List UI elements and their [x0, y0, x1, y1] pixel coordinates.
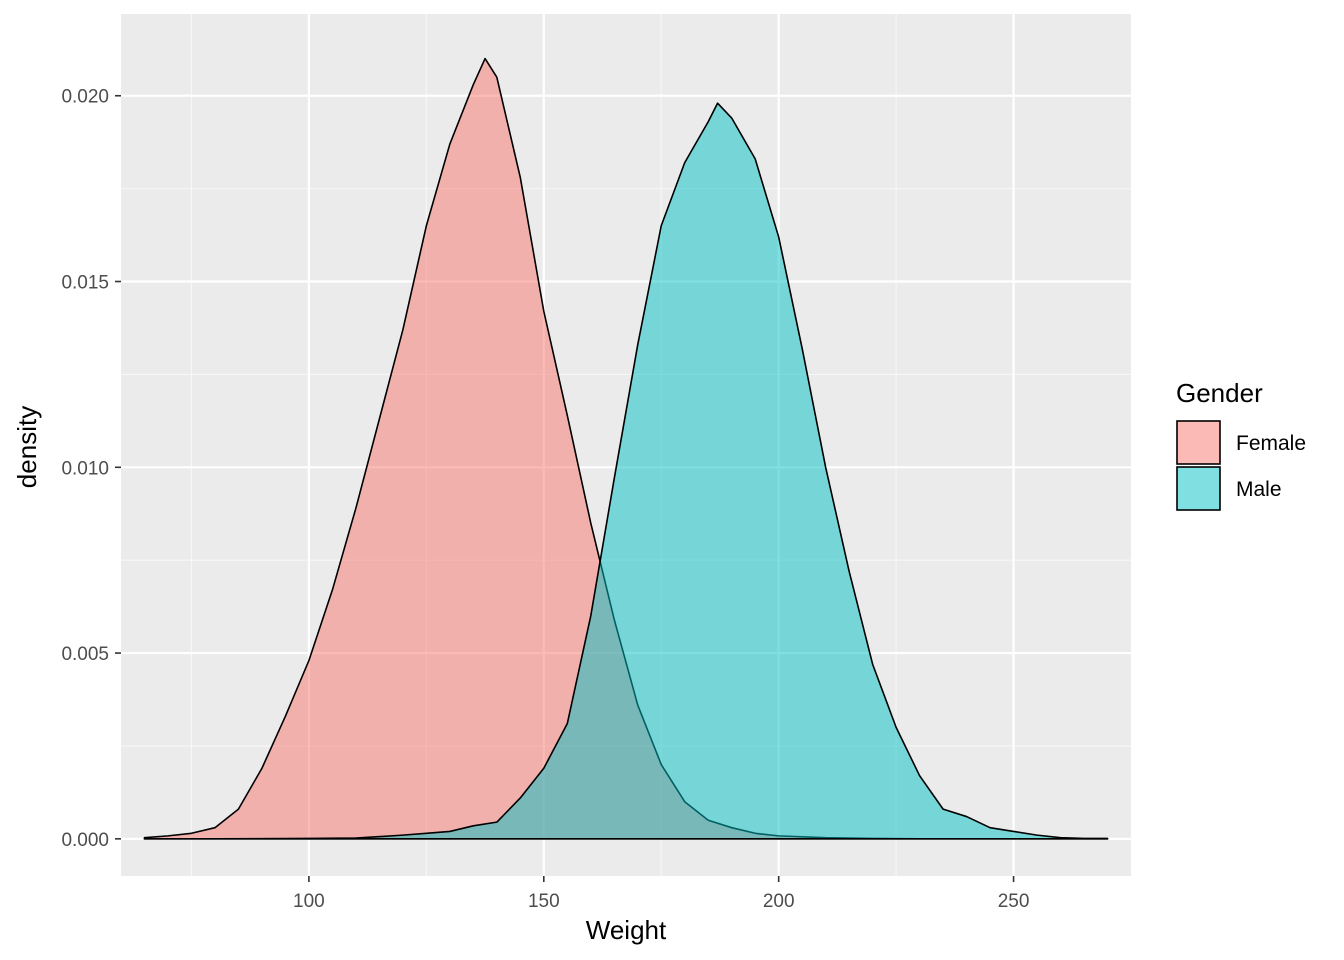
y-tick-label: 0.015: [61, 273, 109, 294]
density-area-male: [143, 102, 1109, 840]
legend-swatch-female: [1176, 420, 1221, 465]
x-tick-label: 250: [998, 891, 1030, 912]
y-axis: 0.000 0.005 0.010 0.015 0.020: [61, 87, 121, 851]
legend-swatch-male: [1176, 466, 1221, 511]
y-axis-title: density: [12, 406, 42, 488]
legend-entries: Female Male: [1176, 420, 1306, 511]
x-axis-title: Weight: [586, 915, 667, 945]
legend-label-female: Female: [1236, 432, 1306, 455]
legend-label-male: Male: [1236, 478, 1282, 501]
x-tick-label: 100: [293, 891, 325, 912]
legend: Gender Female Male: [1176, 378, 1306, 511]
x-axis: 100 150 200 250: [293, 876, 1029, 912]
legend-title: Gender: [1176, 378, 1263, 408]
x-tick-label: 200: [763, 891, 795, 912]
x-tick-label: 150: [528, 891, 560, 912]
series-layer: [143, 57, 1109, 840]
y-tick-label: 0.005: [61, 644, 109, 665]
y-tick-label: 0.020: [61, 87, 109, 108]
y-tick-label: 0.000: [61, 830, 109, 851]
y-tick-label: 0.010: [61, 458, 109, 479]
